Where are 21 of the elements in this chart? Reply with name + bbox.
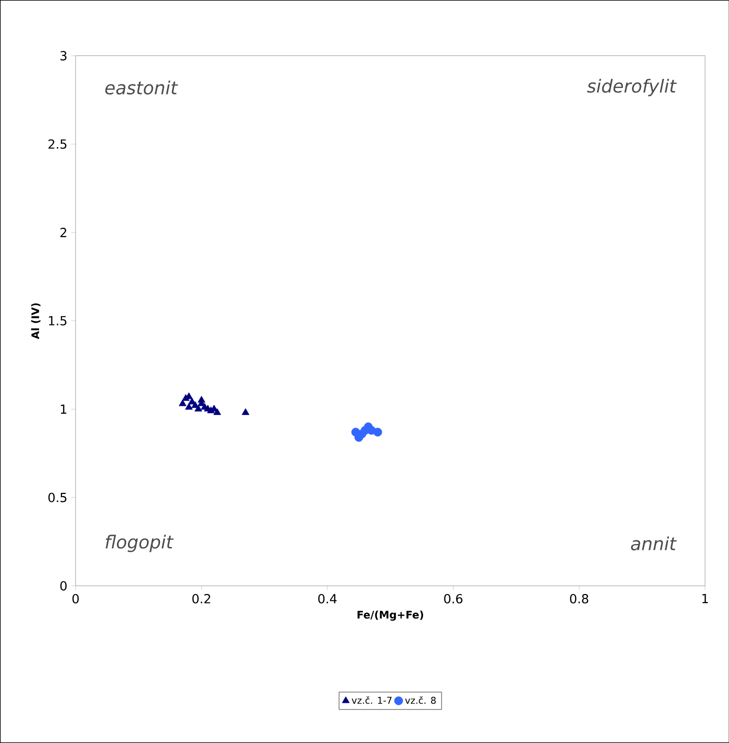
x-axis-title: Fe/(Mg+Fe) [357, 610, 423, 621]
y-tick-label: 3 [60, 50, 66, 60]
annotation: siderofylit [586, 78, 677, 96]
x-tick-label: 0.4 [318, 594, 336, 604]
y-tick-label: 1.5 [48, 316, 66, 326]
x-tick-label: 0.8 [570, 594, 588, 604]
x-tick-label: 0.6 [444, 594, 462, 604]
x-tick-label: 1 [702, 594, 708, 604]
x-tick-label: 0 [72, 594, 79, 604]
annotation: flogopit [105, 534, 174, 552]
y-tick-label: 0 [60, 581, 66, 591]
x-tick-label: 0.2 [192, 594, 210, 604]
y-axis-title: Al (IV) [30, 303, 40, 340]
y-tick-label: 0.5 [48, 492, 66, 502]
legend-label: vz.č. 8 [404, 696, 436, 704]
legend-label: vz.č. 1-7 [352, 696, 392, 704]
annotation: annit [630, 536, 677, 550]
y-tick-label: 1 [60, 404, 66, 414]
annotation: eastonit [105, 80, 178, 95]
y-tick-label: 2 [60, 228, 66, 238]
y-tick-label: 2.5 [48, 139, 66, 149]
